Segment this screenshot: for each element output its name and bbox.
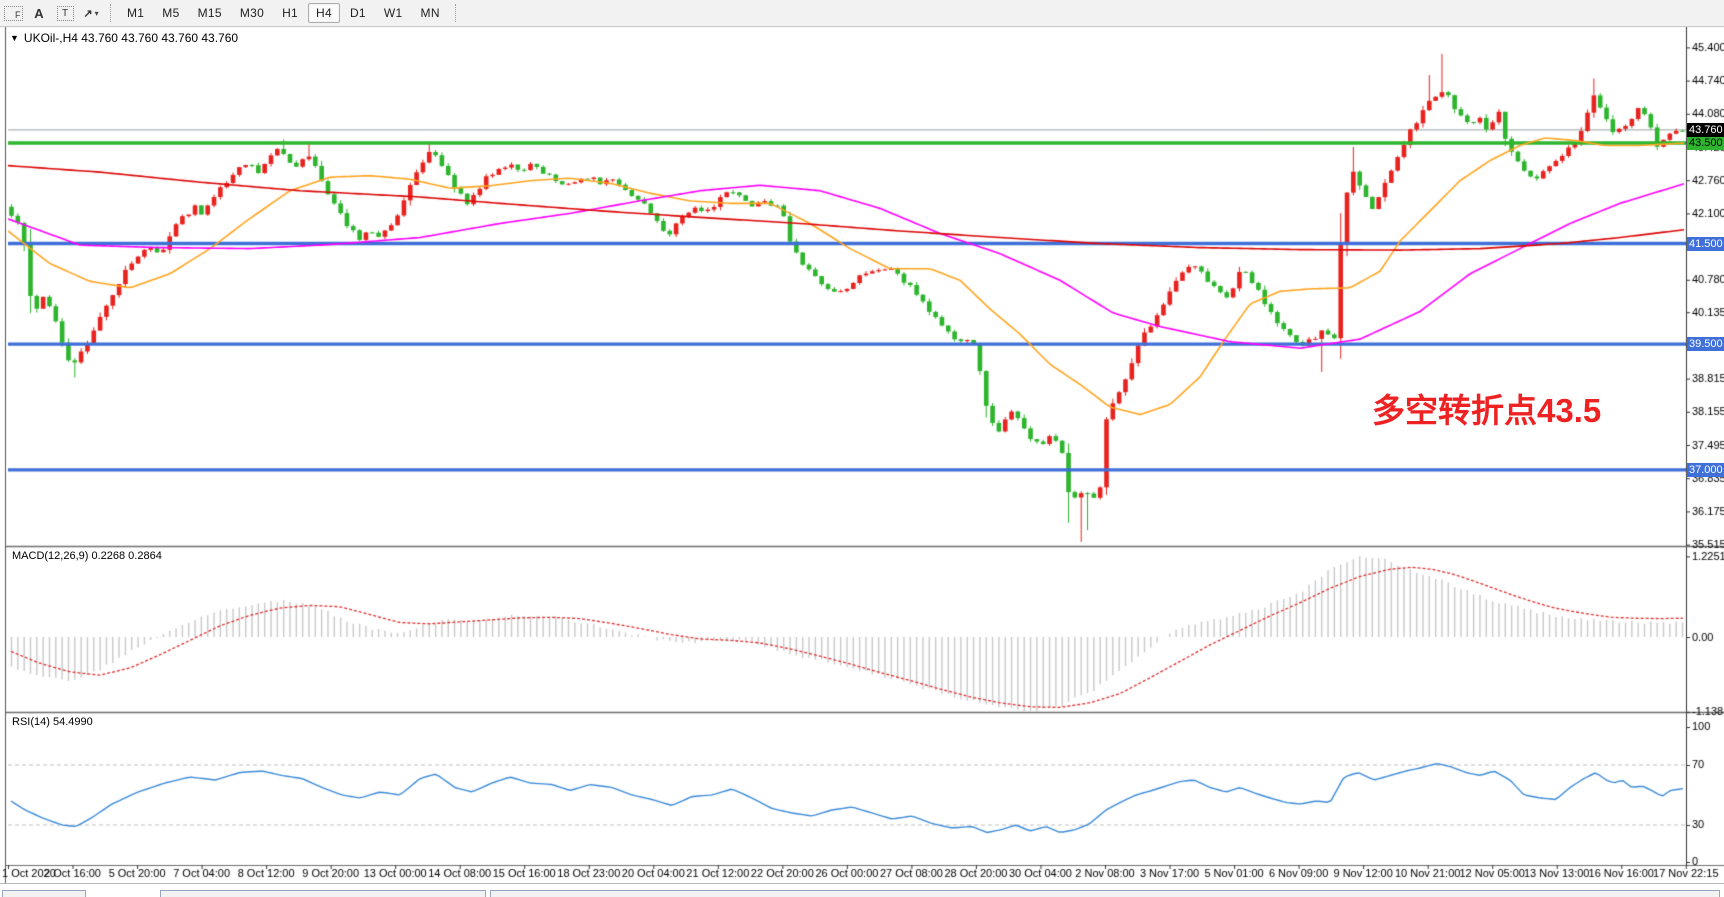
time-axis[interactable] <box>0 865 1724 883</box>
text-label-icon: A <box>34 5 44 21</box>
text-box-icon: T <box>56 5 74 21</box>
timeframe-button-w1[interactable]: W1 <box>383 6 403 20</box>
hline-price-badge-41.500: 41.500 <box>1687 236 1724 251</box>
chart-tab-button[interactable] <box>2 890 86 897</box>
timeframe-button-m1[interactable]: M1 <box>127 6 145 20</box>
templates-tool-button[interactable]: F <box>3 3 23 23</box>
macd-indicator-label: MACD(12,26,9) 0.2268 0.2864 <box>12 550 162 562</box>
chart-tab-button[interactable] <box>160 890 486 897</box>
current-price-badge: 43.760 <box>1687 122 1724 137</box>
chart-tab-button[interactable] <box>490 890 1720 897</box>
hline-price-badge-43.500: 43.500 <box>1687 135 1724 150</box>
toolbar-separator <box>454 4 457 22</box>
timeframe-button-h1[interactable]: H1 <box>282 6 299 20</box>
text-box-tool-button[interactable]: T <box>55 3 75 23</box>
timeframe-button-group: M1 M5 M15 M30 H1 H4 D1 W1 MN <box>118 3 449 23</box>
templates-icon: F <box>3 5 23 21</box>
text-label-tool-button[interactable]: A <box>29 3 49 23</box>
arrow-objects-tool-button[interactable]: ↗ ▾ <box>81 3 101 23</box>
chart-tabs-bar <box>0 883 1724 897</box>
timeframe-button-m15[interactable]: M15 <box>197 6 222 20</box>
chart-title: UKOil-,H4 43.760 43.760 43.760 43.760 <box>23 31 239 45</box>
rsi-indicator-label: RSI(14) 54.4990 <box>12 716 93 728</box>
toolbar-separator <box>110 4 112 22</box>
timeframe-button-d1[interactable]: D1 <box>349 6 366 20</box>
chart-title-row: ▼ UKOil-,H4 43.760 43.760 43.760 43.760 <box>10 31 238 45</box>
timeframe-button-m5[interactable]: M5 <box>162 6 180 20</box>
hline-price-badge-39.500: 39.500 <box>1687 337 1724 352</box>
chart-annotation-text[interactable]: 多空转折点43.5 <box>1372 392 1602 429</box>
hline-price-badge-37.000: 37.000 <box>1687 462 1724 477</box>
symbol-dropdown-arrow-icon[interactable]: ▼ <box>10 33 19 43</box>
timeframe-button-h4[interactable]: H4 <box>308 3 340 23</box>
price-axis[interactable] <box>1687 27 1724 865</box>
timeframe-button-mn[interactable]: MN <box>420 6 440 20</box>
toolbar: F A T ↗ ▾ M1 M5 M15 M30 H1 H4 D1 W1 MN <box>0 0 1724 27</box>
chevron-down-icon: ▾ <box>94 8 99 18</box>
timeframe-button-m30[interactable]: M30 <box>239 6 265 20</box>
arrow-objects-icon: ↗ <box>83 7 93 20</box>
